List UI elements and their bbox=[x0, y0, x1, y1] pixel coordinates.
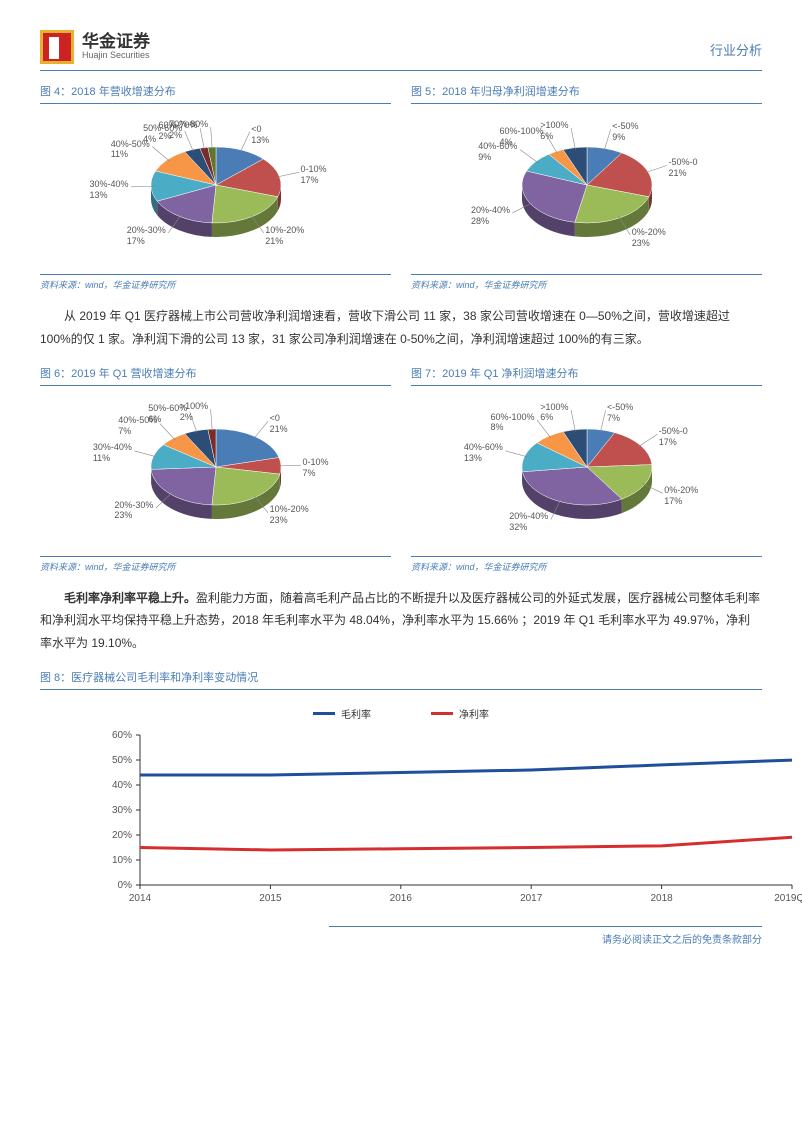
svg-text:0%: 0% bbox=[118, 880, 133, 891]
paragraph-1: 从 2019 年 Q1 医疗器械上市公司营收净利润增速看，营收下滑公司 11 家… bbox=[40, 305, 762, 351]
svg-text:2018: 2018 bbox=[650, 893, 673, 904]
chart-6-title: 图 6：2019 年 Q1 营收增速分布 bbox=[40, 365, 391, 386]
svg-text:10%: 10% bbox=[112, 855, 132, 866]
chart-4: 图 4：2018 年营收增速分布 <0 13%0-10% 17%10%-20% … bbox=[40, 83, 391, 291]
chart-4-source: 资料来源：wind，华金证券研究所 bbox=[40, 274, 391, 291]
svg-text:2016: 2016 bbox=[390, 893, 413, 904]
pie-chart-4: <0 13%0-10% 17%10%-20% 21%20%-30% 17%30%… bbox=[40, 110, 391, 270]
chart-5-source: 资料来源：wind，华金证券研究所 bbox=[411, 274, 762, 291]
svg-text:2019Q1: 2019Q1 bbox=[774, 893, 802, 904]
page-header: 华金证券 Huajin Securities 行业分析 bbox=[40, 30, 762, 64]
chart-4-title: 图 4：2018 年营收增速分布 bbox=[40, 83, 391, 104]
svg-text:2014: 2014 bbox=[129, 893, 152, 904]
svg-text:60%: 60% bbox=[112, 730, 132, 741]
pie-chart-7: <-50% 7%-50%-0 17%0%-20% 17%20%-40% 32%4… bbox=[411, 392, 762, 552]
chart-5: 图 5：2018 年归母净利润增速分布 <-50% 9%-50%-0 21%0%… bbox=[411, 83, 762, 291]
chart-5-title: 图 5：2018 年归母净利润增速分布 bbox=[411, 83, 762, 104]
pie-chart-5: <-50% 9%-50%-0 21%0%-20% 23%20%-40% 28%4… bbox=[411, 110, 762, 270]
line-chart-8: 0%10%20%30%40%50%60%20142015201620172018… bbox=[40, 700, 762, 900]
svg-text:50%: 50% bbox=[112, 755, 132, 766]
chart-8-title: 图 8：医疗器械公司毛利率和净利率变动情况 bbox=[40, 669, 762, 690]
chart-6-source: 资料来源：wind，华金证券研究所 bbox=[40, 556, 391, 573]
svg-text:2017: 2017 bbox=[520, 893, 543, 904]
footer-text: 请务必阅读正文之后的免责条款部分 bbox=[602, 935, 762, 946]
svg-text:40%: 40% bbox=[112, 780, 132, 791]
doc-category: 行业分析 bbox=[710, 40, 762, 59]
header-divider bbox=[40, 70, 762, 71]
company-logo: 华金证券 Huajin Securities bbox=[40, 30, 150, 64]
chart-6: 图 6：2019 年 Q1 营收增速分布 <0 21%0-10% 7%10%-2… bbox=[40, 365, 391, 573]
chart-8: 图 8：医疗器械公司毛利率和净利率变动情况 0% 10% 20% 30% 40% 50% 6… bbox=[40, 669, 762, 900]
company-name-cn: 华金证券 bbox=[82, 33, 150, 52]
chart-7-title: 图 7：2019 年 Q1 净利润增速分布 bbox=[411, 365, 762, 386]
page-footer: 请务必阅读正文之后的免责条款部分 bbox=[40, 920, 762, 946]
company-name-en: Huajin Securities bbox=[82, 51, 150, 61]
logo-icon bbox=[40, 30, 74, 64]
svg-text:2015: 2015 bbox=[259, 893, 282, 904]
pie-chart-6: <0 21%0-10% 7%10%-20% 23%20%-30% 23%30%-… bbox=[40, 392, 391, 552]
svg-text:30%: 30% bbox=[112, 805, 132, 816]
paragraph-2: 毛利率净利率平稳上升。盈利能力方面，随着高毛利产品占比的不断提升以及医疗器械公司… bbox=[40, 587, 762, 655]
svg-text:20%: 20% bbox=[112, 830, 132, 841]
paragraph-2-lead: 毛利率净利率平稳上升。 bbox=[64, 591, 196, 605]
chart-7: 图 7：2019 年 Q1 净利润增速分布 <-50% 7%-50%-0 17%… bbox=[411, 365, 762, 573]
chart-7-source: 资料来源：wind，华金证券研究所 bbox=[411, 556, 762, 573]
